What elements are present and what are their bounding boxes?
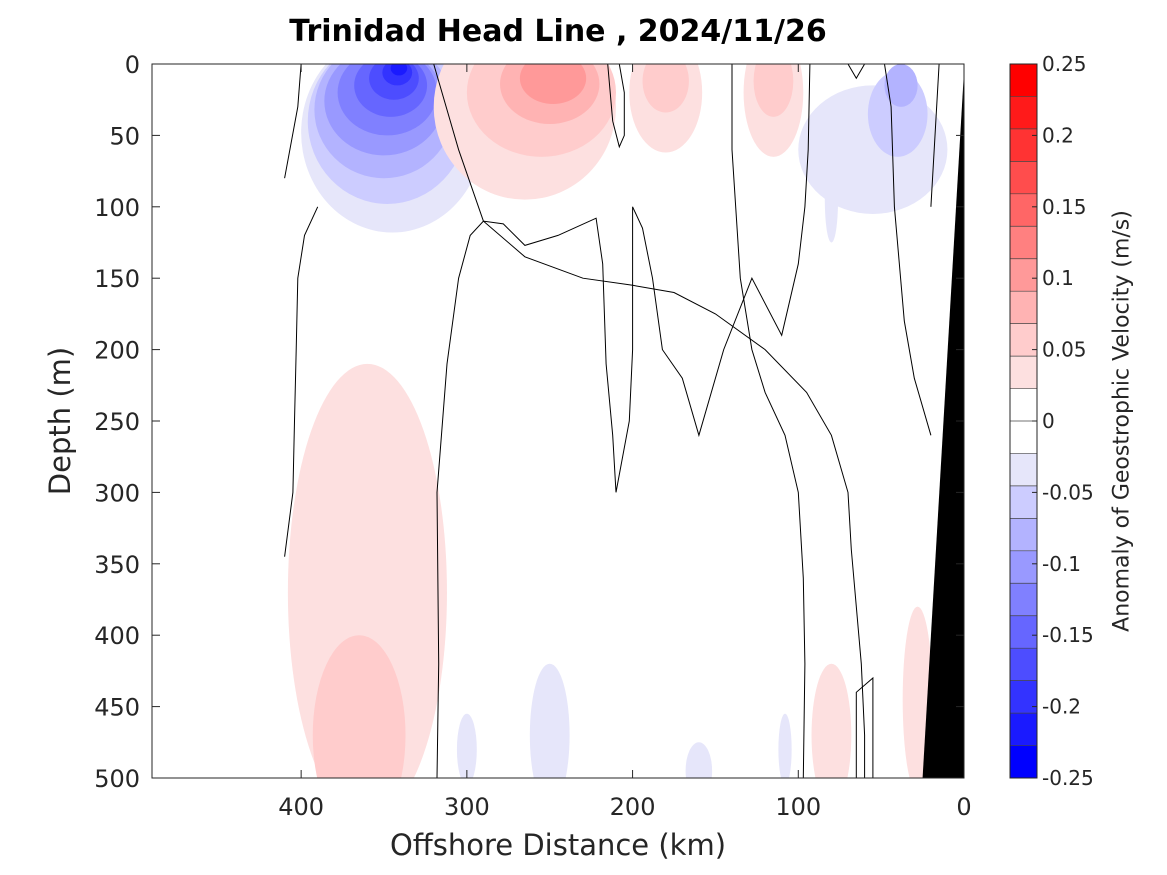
zero-contour-4 <box>731 64 806 778</box>
colorbar-swatch-8 <box>1010 323 1037 357</box>
colorbar-swatch-2 <box>1010 128 1037 162</box>
colorbar-swatch-10 <box>1010 388 1037 422</box>
y-tick-label-0: 0 <box>125 51 140 79</box>
velocity-band-10-3 <box>312 635 406 778</box>
colorbar-swatch-11 <box>1010 421 1037 454</box>
y-tick-label-200: 200 <box>94 337 140 365</box>
colorbar-tick-label-6: -0.05 <box>1042 480 1094 504</box>
colorbar-swatch-15 <box>1010 550 1037 584</box>
colorbar-swatch-17 <box>1010 615 1037 649</box>
colorbar-tick-label-9: -0.2 <box>1042 695 1081 719</box>
y-axis: 0 50 100 150 200 250 300 350 400 450 500 <box>94 51 964 793</box>
zero-contour-3 <box>436 64 811 778</box>
velocity-band-8-0 <box>390 64 408 76</box>
velocity-band-13-1 <box>824 156 839 243</box>
colorbar-tick-label-2: 0.15 <box>1042 195 1087 219</box>
zero-contour-layer <box>284 64 940 778</box>
zero-contour-5 <box>607 64 625 149</box>
velocity-band-13-2 <box>456 713 477 778</box>
x-tick-label-0: 0 <box>956 793 971 821</box>
colorbar: 0.25 0.2 0.15 0.1 0.05 0 -0.05 -0.1 -0.15 -0.2 -0.… <box>1009 52 1094 790</box>
zero-contour-1 <box>433 64 866 778</box>
y-tick-label-400: 400 <box>94 622 140 650</box>
y-tick-label-450: 450 <box>94 694 140 722</box>
colorbar-swatch-1 <box>1010 96 1037 130</box>
velocity-band-13-3 <box>529 663 570 778</box>
colorbar-tick-label-3: 0.1 <box>1042 266 1074 290</box>
seafloor <box>922 71 964 778</box>
x-tick-label-200: 200 <box>610 793 656 821</box>
colorbar-swatch-18 <box>1010 648 1037 682</box>
zero-contour-9 <box>930 64 940 207</box>
colorbar-swatch-19 <box>1010 680 1037 714</box>
colorbar-swatch-0 <box>1010 64 1037 97</box>
x-axis-label: Offshore Distance (km) <box>389 828 727 862</box>
colorbar-swatch-5 <box>1010 226 1037 260</box>
colorbar-swatch-4 <box>1010 193 1037 227</box>
velocity-band-13-4 <box>685 742 713 778</box>
velocity-band-12-0 <box>519 64 587 104</box>
y-tick-label-100: 100 <box>94 194 140 222</box>
seafloor-layer <box>922 71 964 778</box>
velocity-band-10-2 <box>753 64 794 117</box>
colorbar-swatch-12 <box>1010 453 1037 487</box>
velocity-band-9-5 <box>902 606 933 778</box>
velocity-band-10-1 <box>642 64 689 113</box>
colorbar-swatch-21 <box>1010 745 1037 779</box>
chart-title: Trinidad Head Line , 2024/11/26 <box>289 14 827 49</box>
y-tick-label-350: 350 <box>94 551 140 579</box>
y-tick-label-250: 250 <box>94 408 140 436</box>
colorbar-swatch-3 <box>1010 161 1037 195</box>
zero-contour-0 <box>284 64 302 179</box>
velocity-band-9-4 <box>811 663 852 778</box>
velocity-fill-layer <box>287 64 948 778</box>
colorbar-swatch-20 <box>1010 713 1037 747</box>
colorbar-tick-label-8: -0.15 <box>1042 623 1094 647</box>
colorbar-swatch-6 <box>1010 258 1037 292</box>
colorbar-swatch-13 <box>1010 485 1037 519</box>
x-tick-label-400: 400 <box>278 793 324 821</box>
y-tick-label-500: 500 <box>94 765 140 793</box>
x-tick-label-100: 100 <box>775 793 821 821</box>
zero-contour-7 <box>884 64 932 436</box>
x-axis: 400 300 200 100 0 <box>278 64 972 821</box>
y-tick-label-50: 50 <box>109 122 140 150</box>
zero-contour-2 <box>284 206 319 557</box>
zero-contour-6 <box>847 64 866 80</box>
y-axis-label: Depth (m) <box>43 346 77 496</box>
colorbar-swatch-14 <box>1010 518 1037 552</box>
colorbar-tick-label-10: -0.25 <box>1042 766 1094 790</box>
colorbar-tick-label-7: -0.1 <box>1042 552 1081 576</box>
colorbar-tick-label-5: 0 <box>1042 409 1055 433</box>
zero-contour-8 <box>855 676 874 778</box>
velocity-band-15-0 <box>884 64 918 107</box>
x-tick-label-300: 300 <box>444 793 490 821</box>
colorbar-swatch-16 <box>1010 583 1037 617</box>
colorbar-label: Anomaly of Geostrophic Velocity (m/s) <box>1109 210 1135 632</box>
velocity-band-13-5 <box>778 713 792 778</box>
y-tick-label-150: 150 <box>94 265 140 293</box>
colorbar-tick-label-0: 0.25 <box>1042 52 1087 76</box>
colorbar-tick-label-4: 0.05 <box>1042 338 1087 362</box>
colorbar-swatch-9 <box>1010 356 1037 390</box>
colorbar-tick-label-1: 0.2 <box>1042 123 1074 147</box>
y-tick-label-300: 300 <box>94 479 140 507</box>
colorbar-swatch-7 <box>1010 291 1037 325</box>
